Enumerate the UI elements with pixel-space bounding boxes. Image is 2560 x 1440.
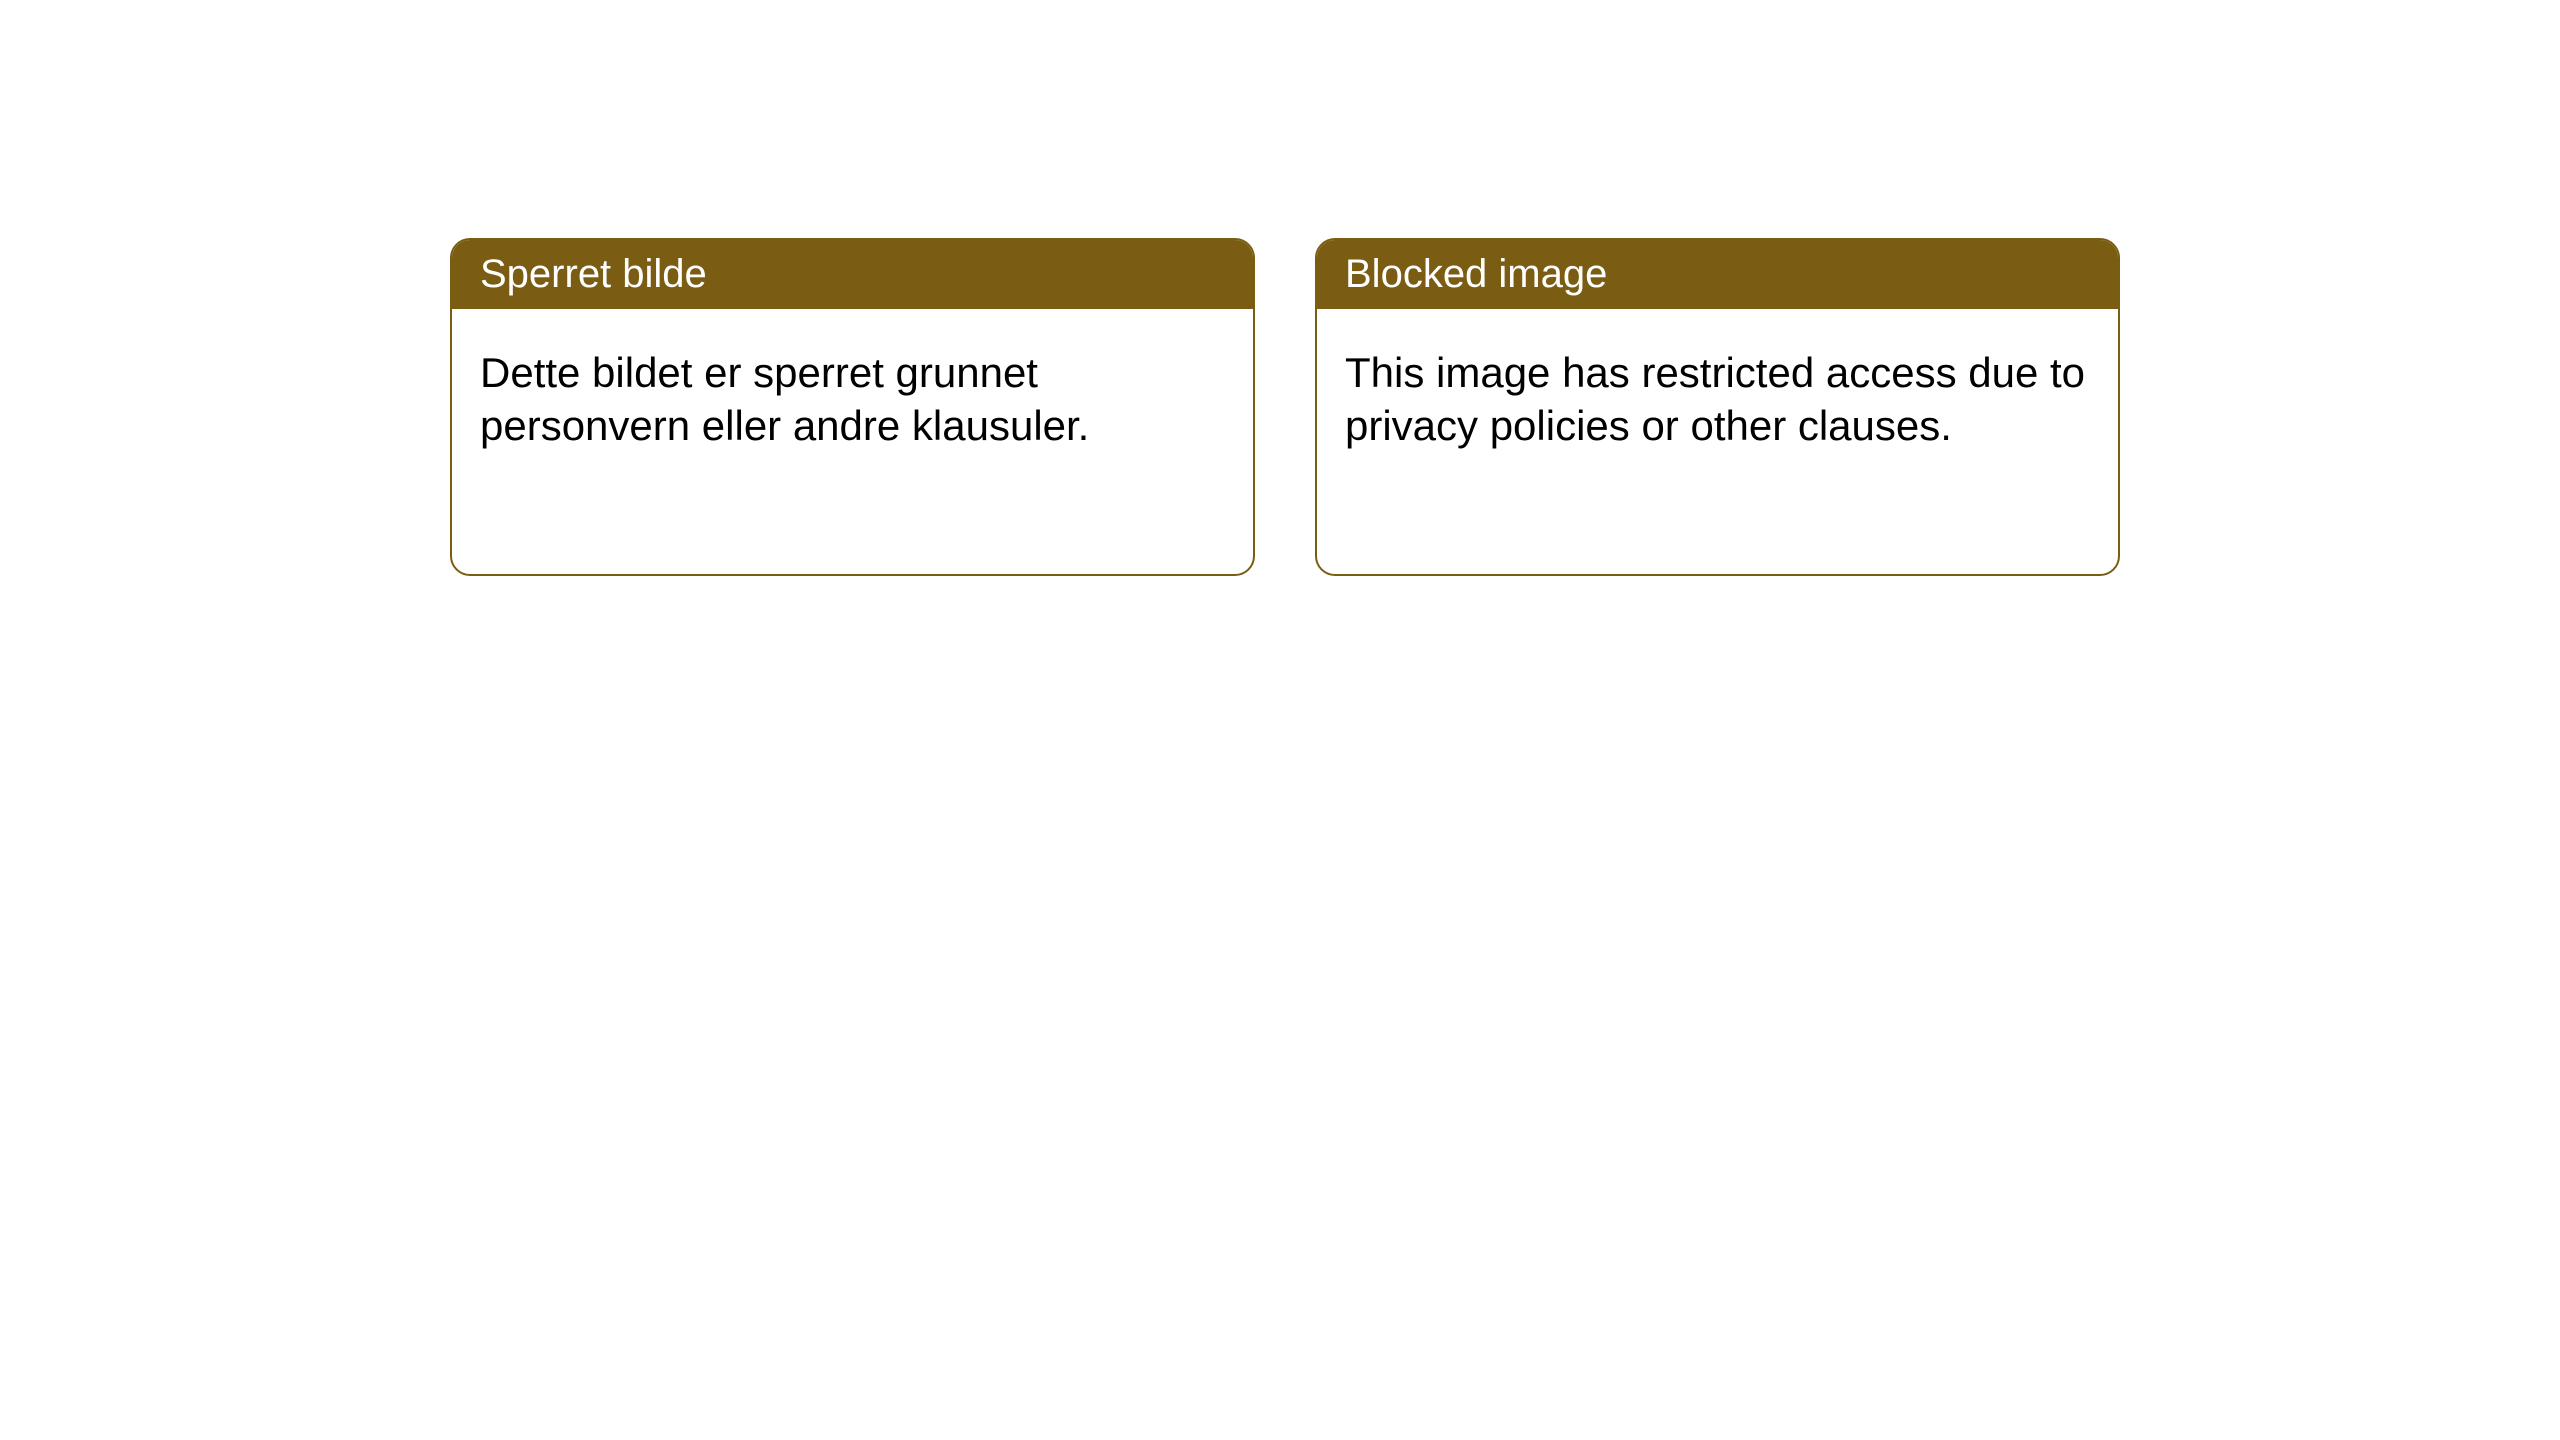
notice-header: Sperret bilde (452, 240, 1253, 309)
notice-title: Blocked image (1345, 252, 1607, 296)
notice-header: Blocked image (1317, 240, 2118, 309)
notice-body: Dette bildet er sperret grunnet personve… (452, 309, 1253, 490)
notice-body-text: Dette bildet er sperret grunnet personve… (480, 349, 1089, 449)
notice-card-norwegian: Sperret bilde Dette bildet er sperret gr… (450, 238, 1255, 576)
notice-body: This image has restricted access due to … (1317, 309, 2118, 490)
notice-title: Sperret bilde (480, 252, 707, 296)
notice-body-text: This image has restricted access due to … (1345, 349, 2085, 449)
notice-card-english: Blocked image This image has restricted … (1315, 238, 2120, 576)
notice-container: Sperret bilde Dette bildet er sperret gr… (0, 0, 2560, 576)
